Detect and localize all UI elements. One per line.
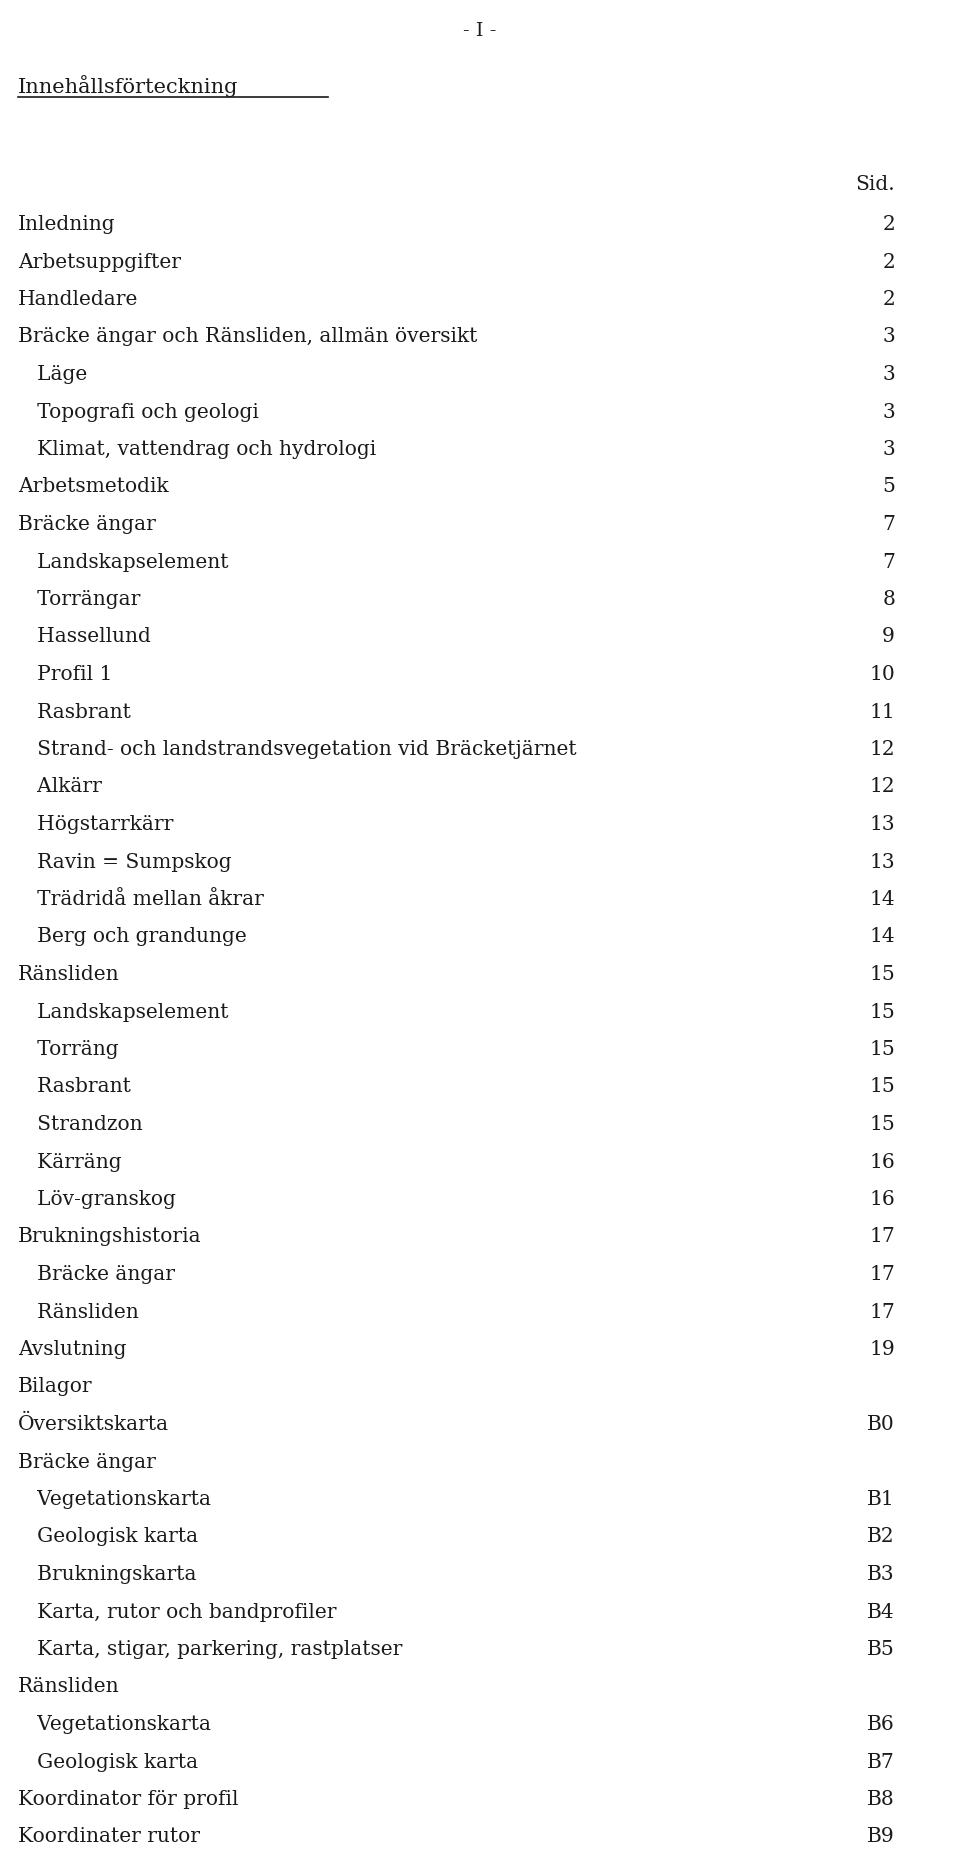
- Text: Strandzon: Strandzon: [18, 1115, 143, 1133]
- Text: Ränsliden: Ränsliden: [18, 1303, 139, 1322]
- Text: Översiktskarta: Översiktskarta: [18, 1415, 169, 1433]
- Text: Brukningshistoria: Brukningshistoria: [18, 1228, 202, 1247]
- Text: Högstarrkärr: Högstarrkärr: [18, 815, 174, 833]
- Text: Brukningskarta: Brukningskarta: [18, 1566, 197, 1584]
- Text: Bräcke ängar och Ränsliden, allmän översikt: Bräcke ängar och Ränsliden, allmän övers…: [18, 328, 477, 347]
- Text: Berg och grandunge: Berg och grandunge: [18, 928, 247, 947]
- Text: B0: B0: [867, 1415, 895, 1433]
- Text: B5: B5: [867, 1640, 895, 1659]
- Text: 3: 3: [882, 403, 895, 421]
- Text: Alkärr: Alkärr: [18, 777, 102, 796]
- Text: Landskapselement: Landskapselement: [18, 552, 228, 572]
- Text: 9: 9: [882, 628, 895, 647]
- Text: Landskapselement: Landskapselement: [18, 1003, 228, 1021]
- Text: Inledning: Inledning: [18, 214, 115, 235]
- Text: 3: 3: [882, 365, 895, 384]
- Text: 14: 14: [870, 889, 895, 910]
- Text: 14: 14: [870, 928, 895, 947]
- Text: Ränsliden: Ränsliden: [18, 966, 120, 984]
- Text: B6: B6: [867, 1715, 895, 1734]
- Text: Koordinater rutor: Koordinater rutor: [18, 1827, 200, 1847]
- Text: 17: 17: [869, 1266, 895, 1284]
- Text: 15: 15: [869, 1003, 895, 1021]
- Text: Rasbrant: Rasbrant: [18, 1077, 131, 1096]
- Text: Sid.: Sid.: [855, 175, 895, 194]
- Text: B9: B9: [867, 1827, 895, 1847]
- Text: B3: B3: [868, 1566, 895, 1584]
- Text: Ränsliden: Ränsliden: [18, 1678, 120, 1696]
- Text: B7: B7: [867, 1752, 895, 1771]
- Text: Arbetsuppgifter: Arbetsuppgifter: [18, 252, 181, 272]
- Text: 10: 10: [869, 665, 895, 684]
- Text: Handledare: Handledare: [18, 291, 138, 309]
- Text: 3: 3: [882, 440, 895, 459]
- Text: 2: 2: [882, 252, 895, 272]
- Text: Kärräng: Kärräng: [18, 1152, 122, 1171]
- Text: Avslutning: Avslutning: [18, 1340, 127, 1359]
- Text: Koordinator för profil: Koordinator för profil: [18, 1789, 238, 1808]
- Text: Geologisk karta: Geologisk karta: [18, 1527, 198, 1547]
- Text: 5: 5: [882, 477, 895, 496]
- Text: Trädridå mellan åkrar: Trädridå mellan åkrar: [18, 889, 264, 910]
- Text: Hassellund: Hassellund: [18, 628, 151, 647]
- Text: 19: 19: [869, 1340, 895, 1359]
- Text: Bräcke ängar: Bräcke ängar: [18, 1266, 175, 1284]
- Text: Ravin = Sumpskog: Ravin = Sumpskog: [18, 852, 231, 872]
- Text: 11: 11: [869, 703, 895, 721]
- Text: B1: B1: [867, 1489, 895, 1510]
- Text: 17: 17: [869, 1228, 895, 1247]
- Text: 16: 16: [869, 1152, 895, 1171]
- Text: B8: B8: [867, 1789, 895, 1808]
- Text: 2: 2: [882, 214, 895, 235]
- Text: Vegetationskarta: Vegetationskarta: [18, 1715, 211, 1734]
- Text: Profil 1: Profil 1: [18, 665, 112, 684]
- Text: Torräng: Torräng: [18, 1040, 119, 1059]
- Text: 16: 16: [869, 1189, 895, 1210]
- Text: Topografi och geologi: Topografi och geologi: [18, 403, 259, 421]
- Text: B4: B4: [868, 1603, 895, 1622]
- Text: 15: 15: [869, 1040, 895, 1059]
- Text: 8: 8: [882, 591, 895, 610]
- Text: - I -: - I -: [464, 22, 496, 39]
- Text: Löv-granskog: Löv-granskog: [18, 1189, 176, 1210]
- Text: Karta, rutor och bandprofiler: Karta, rutor och bandprofiler: [18, 1603, 337, 1622]
- Text: Arbetsmetodik: Arbetsmetodik: [18, 477, 169, 496]
- Text: Vegetationskarta: Vegetationskarta: [18, 1489, 211, 1510]
- Text: 13: 13: [870, 852, 895, 872]
- Text: 7: 7: [882, 552, 895, 572]
- Text: 15: 15: [869, 966, 895, 984]
- Text: Rasbrant: Rasbrant: [18, 703, 131, 721]
- Text: 3: 3: [882, 328, 895, 347]
- Text: B2: B2: [868, 1527, 895, 1547]
- Text: Strand- och landstrandsvegetation vid Bräcketjärnet: Strand- och landstrandsvegetation vid Br…: [18, 740, 577, 759]
- Text: 15: 15: [869, 1077, 895, 1096]
- Text: 7: 7: [882, 514, 895, 533]
- Text: Bilagor: Bilagor: [18, 1377, 92, 1396]
- Text: Karta, stigar, parkering, rastplatser: Karta, stigar, parkering, rastplatser: [18, 1640, 402, 1659]
- Text: 12: 12: [870, 740, 895, 759]
- Text: Bräcke ängar: Bräcke ängar: [18, 1452, 156, 1471]
- Text: 2: 2: [882, 291, 895, 309]
- Text: Innehållsförteckning: Innehållsförteckning: [18, 75, 238, 97]
- Text: Geologisk karta: Geologisk karta: [18, 1752, 198, 1771]
- Text: 13: 13: [870, 815, 895, 833]
- Text: 15: 15: [869, 1115, 895, 1133]
- Text: 17: 17: [869, 1303, 895, 1322]
- Text: 12: 12: [870, 777, 895, 796]
- Text: Bräcke ängar: Bräcke ängar: [18, 514, 156, 533]
- Text: Klimat, vattendrag och hydrologi: Klimat, vattendrag och hydrologi: [18, 440, 376, 459]
- Text: Torrängar: Torrängar: [18, 591, 140, 610]
- Text: Läge: Läge: [18, 365, 87, 384]
